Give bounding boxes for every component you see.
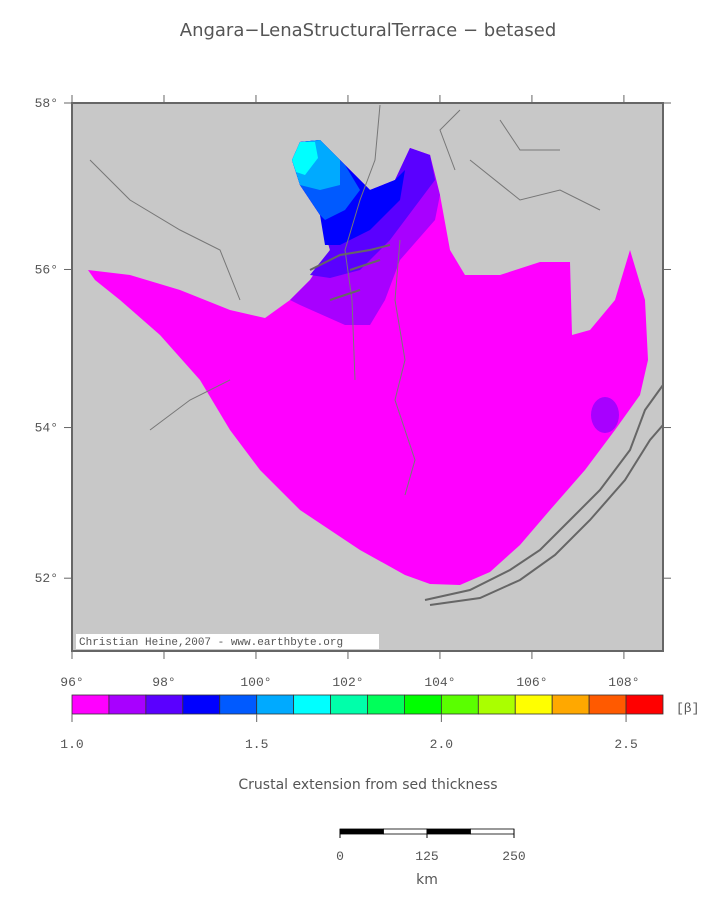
region: [292, 142, 318, 175]
color-swatch: [625, 694, 664, 715]
color-swatch: [514, 694, 553, 715]
lat-label: 54°: [35, 421, 58, 436]
lake: [424, 384, 664, 606]
map-frame: [71, 102, 664, 652]
color-swatch: [219, 694, 258, 715]
scale-segment: [470, 828, 515, 835]
lon-label: 98°: [152, 675, 175, 690]
colorbar-label: 2.0: [430, 737, 453, 752]
caption: Crustal extension from sed thickness: [238, 777, 497, 793]
lon-label: 102°: [332, 675, 363, 690]
scale-segment: [426, 828, 471, 835]
scale-label: 250: [502, 849, 525, 864]
colorbar-label: 1.5: [245, 737, 268, 752]
color-swatch: [145, 694, 184, 715]
lon-label: 104°: [424, 675, 455, 690]
color-swatch: [588, 694, 627, 715]
scale-segment: [383, 828, 428, 835]
title: Angara−LenaStructuralTerrace − betased: [180, 20, 557, 41]
color-swatch: [404, 694, 442, 715]
color-swatch: [477, 694, 516, 715]
credit-box: [76, 634, 379, 649]
color-swatch: [108, 694, 147, 715]
region: [88, 140, 648, 585]
scale-segment: [339, 828, 384, 835]
lat-label: 56°: [35, 262, 58, 277]
lat-label: 52°: [35, 571, 58, 586]
lon-label: 106°: [516, 675, 547, 690]
credit: Christian Heine,2007 - www.earthbyte.org: [79, 637, 343, 649]
color-swatch: [256, 694, 295, 715]
color-swatch: [293, 694, 331, 715]
lat-label: 58°: [35, 96, 58, 111]
color-swatch: [551, 694, 590, 715]
lon-label: 96°: [60, 675, 83, 690]
color-swatch: [71, 694, 110, 715]
lon-label: 108°: [608, 675, 639, 690]
color-swatch: [182, 694, 221, 715]
scale-label: 125: [415, 849, 438, 864]
river: [89, 104, 601, 496]
scale-label: 0: [336, 849, 344, 864]
river: [309, 244, 391, 301]
lon-label: 100°: [240, 675, 271, 690]
color-swatch: [330, 694, 368, 715]
region: [591, 397, 619, 433]
colorbar-label: 1.0: [60, 737, 83, 752]
unit-label: [β]: [676, 701, 699, 716]
scale-unit: km: [416, 872, 438, 888]
map: Christian Heine,2007 - www.earthbyte.org: [71, 102, 664, 652]
colorbar-label: 2.5: [614, 737, 637, 752]
color-swatch: [367, 694, 405, 715]
color-swatch: [440, 694, 479, 715]
